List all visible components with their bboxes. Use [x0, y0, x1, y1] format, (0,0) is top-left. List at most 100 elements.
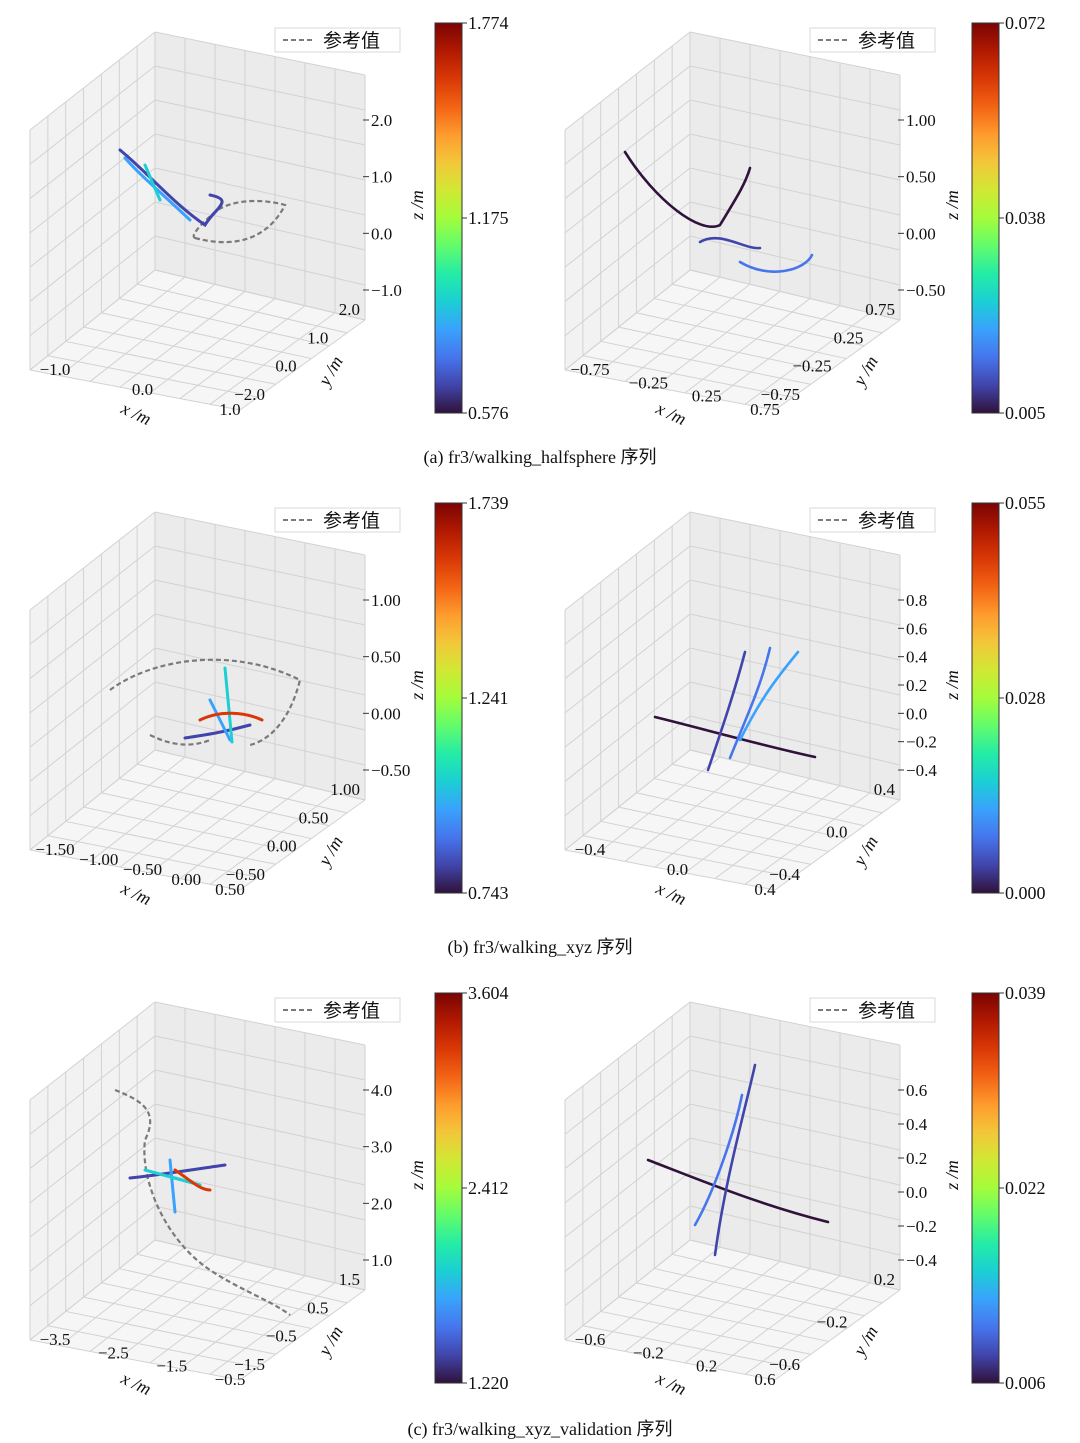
figure-caption: (b) fr3/walking_xyz 序列	[448, 937, 633, 958]
y-tick-label: 0.2	[874, 1270, 895, 1289]
x-tick-label: 0.6	[754, 1370, 775, 1389]
x-tick-label: 0.0	[132, 380, 153, 399]
chart-panel: 参考值 0.6 0.4 0.2 0.0 −0.2 −0.4 z /m 0.2 −0.2 −0.6 y …	[564, 983, 1046, 1399]
z-tick-label: 0.50	[371, 648, 401, 667]
y-tick-label: 0.0	[826, 823, 847, 842]
colorbar-tick-label: 1.175	[468, 208, 509, 228]
x-tick-label: 0.25	[692, 387, 722, 406]
z-tick-label: −0.50	[906, 281, 945, 300]
colorbar-tick-label: 0.576	[468, 403, 509, 423]
colorbar-tick-label: 0.006	[1005, 1373, 1046, 1393]
colorbar-tick-label: 0.028	[1005, 688, 1046, 708]
z-tick-label: 2.0	[371, 111, 392, 130]
colorbar	[971, 22, 1000, 414]
x-tick-label: −0.5	[215, 1370, 246, 1389]
estimated-trajectory	[698, 236, 762, 250]
estimated-trajectory	[693, 1093, 744, 1227]
y-tick-label: −2.0	[234, 385, 265, 404]
y-tick-label: 2.0	[339, 300, 360, 319]
y-axis-label: y /m	[313, 833, 347, 871]
z-tick-label: 0.8	[906, 591, 927, 610]
z-tick-label: 0.4	[906, 1115, 928, 1134]
colorbar	[434, 22, 463, 414]
legend-label: 参考值	[323, 510, 380, 532]
estimated-trajectory	[646, 1158, 830, 1224]
x-axis-label: x /m	[652, 1368, 689, 1399]
y-tick-label: −0.5	[266, 1327, 297, 1346]
z-tick-label: −0.2	[906, 1217, 937, 1236]
colorbar-tick-label: 1.220	[468, 1373, 509, 1393]
y-tick-label: −0.2	[817, 1313, 848, 1332]
legend-label: 参考值	[858, 30, 915, 52]
z-tick-label: 0.2	[906, 1149, 927, 1168]
x-tick-label: 0.00	[171, 870, 201, 889]
x-axis-label: x /m	[117, 878, 154, 909]
colorbar	[971, 992, 1000, 1384]
x-tick-label: 0.50	[215, 880, 245, 899]
z-tick-label: 0.50	[906, 168, 936, 187]
z-tick-label: 0.6	[906, 619, 927, 638]
estimated-trajectory	[713, 1063, 757, 1257]
colorbar-tick-label: 1.774	[468, 13, 509, 33]
z-tick-label: 1.00	[906, 111, 936, 130]
colorbar-tick-label: 0.039	[1005, 983, 1046, 1003]
x-tick-label: 0.2	[696, 1357, 717, 1376]
z-tick-label: 0.2	[906, 676, 927, 695]
colorbar-tick-label: 1.241	[468, 688, 509, 708]
z-tick-label: 0.0	[371, 224, 392, 243]
x-tick-label: −0.2	[633, 1343, 664, 1362]
x-tick-label: 0.0	[667, 860, 688, 879]
x-tick-label: −0.6	[575, 1330, 606, 1349]
z-tick-label: −0.2	[906, 733, 937, 752]
chart-panel: 参考值 0.8 0.6 0.4 0.2 0.0 −0.2 −0.4 z /m 0.4 0.0 −0.4…	[564, 493, 1046, 909]
colorbar-tick-label: 0.072	[1005, 13, 1046, 33]
colorbar-tick-label: 1.739	[468, 493, 509, 513]
legend: 参考值	[809, 27, 936, 53]
estimated-trajectory	[118, 148, 224, 228]
colorbar-tick-label: 0.022	[1005, 1178, 1046, 1198]
y-tick-label: −0.4	[769, 865, 800, 884]
x-tick-label: 0.4	[754, 880, 776, 899]
y-tick-label: 0.75	[865, 300, 895, 319]
x-tick-label: −1.50	[35, 840, 74, 859]
colorbar	[434, 992, 463, 1384]
z-tick-label: 0.0	[906, 1183, 927, 1202]
y-tick-label: 0.50	[299, 808, 329, 827]
z-tick-label: 0.0	[906, 704, 927, 723]
estimated-trajectory	[653, 715, 817, 759]
z-axis-label: z /m	[942, 190, 962, 221]
reference-trajectory	[109, 658, 302, 747]
colorbar-tick-label: 0.743	[468, 883, 509, 903]
figure-caption: (c) fr3/walking_xyz_validation 序列	[408, 1419, 673, 1440]
z-tick-label: 0.00	[371, 704, 401, 723]
z-tick-label: −0.4	[906, 761, 937, 780]
y-axis-label: y /m	[313, 353, 347, 391]
estimated-trajectory	[168, 1158, 177, 1214]
z-tick-label: 1.00	[371, 591, 401, 610]
x-tick-label: 0.75	[750, 400, 780, 419]
z-tick-label: 0.6	[906, 1081, 927, 1100]
estimated-trajectory	[623, 150, 752, 228]
y-tick-label: −0.6	[769, 1355, 800, 1374]
y-tick-label: 0.4	[874, 780, 896, 799]
x-axis-label: x /m	[652, 878, 689, 909]
x-tick-label: −0.50	[123, 860, 162, 879]
legend: 参考值	[274, 27, 401, 53]
x-tick-label: −0.25	[629, 373, 668, 392]
y-tick-label: 1.00	[330, 780, 360, 799]
colorbar-tick-label: 0.038	[1005, 208, 1046, 228]
x-tick-label: −0.4	[575, 840, 606, 859]
y-axis-label: y /m	[313, 1323, 347, 1361]
z-tick-label: −0.4	[906, 1251, 937, 1270]
estimated-trajectory	[208, 698, 232, 742]
colorbar-tick-label: 0.055	[1005, 493, 1046, 513]
estimated-trajectory	[738, 253, 814, 273]
legend: 参考值	[809, 507, 936, 533]
figure-caption: (a) fr3/walking_halfsphere 序列	[424, 447, 657, 468]
y-axis-label: y /m	[848, 1323, 882, 1361]
z-tick-label: 1.0	[371, 168, 392, 187]
